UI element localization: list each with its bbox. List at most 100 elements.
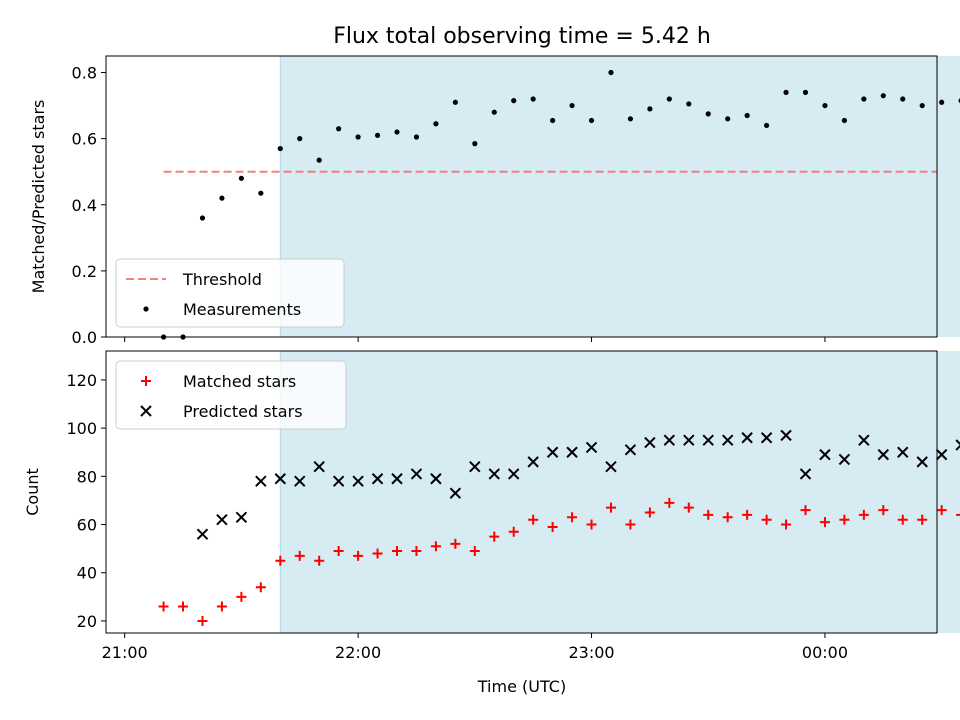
data-point	[585, 441, 598, 454]
x-tick-label: 21:00	[102, 643, 148, 662]
data-point	[955, 439, 960, 451]
chart-title: Flux total observing time = 5.42 h	[333, 24, 711, 49]
data-point	[469, 546, 480, 557]
data-point	[683, 502, 694, 513]
data-point	[219, 195, 225, 201]
legend-entry: Threshold	[126, 270, 262, 289]
y-axis-label: Count	[23, 468, 42, 516]
data-point	[294, 550, 305, 561]
y-tick-label: 120	[66, 371, 97, 390]
data-point	[761, 514, 772, 525]
y-tick-label: 60	[77, 516, 97, 535]
legend-label: Measurements	[183, 300, 301, 319]
data-point	[702, 434, 714, 446]
data-point	[819, 448, 831, 461]
data-point	[939, 99, 945, 105]
x-tick-label: 22:00	[335, 643, 381, 662]
data-point	[275, 555, 286, 566]
legend-label: Matched stars	[183, 372, 296, 391]
legend-entry: Matched stars	[141, 372, 296, 391]
data-point	[472, 141, 478, 147]
data-point	[527, 456, 539, 468]
data-point	[297, 136, 303, 142]
data-point	[372, 548, 383, 559]
legend: Matched stars Predicted stars	[115, 360, 347, 430]
data-point	[858, 509, 869, 520]
data-point	[452, 99, 458, 105]
data-point	[916, 456, 928, 468]
data-point	[508, 468, 520, 480]
data-point	[433, 121, 439, 127]
data-point	[352, 475, 364, 487]
data-point	[627, 116, 634, 122]
data-point	[197, 615, 208, 626]
data-point	[744, 112, 750, 119]
data-point	[355, 134, 361, 140]
data-point	[686, 101, 692, 107]
legend-entry: Measurements	[143, 300, 301, 319]
data-point	[624, 444, 637, 456]
data-point	[783, 89, 789, 95]
data-point	[236, 591, 247, 602]
data-point	[488, 468, 500, 480]
data-point	[858, 434, 870, 446]
observing-window-band	[280, 351, 960, 633]
data-point	[819, 517, 830, 528]
data-point	[644, 436, 656, 449]
data-point	[956, 513, 960, 516]
y-tick-label: 0.0	[72, 328, 97, 347]
data-point	[216, 514, 228, 526]
count-panel: 2040608010012021:0022:0023:0000:0001:000…	[23, 350, 960, 662]
data-point	[566, 446, 578, 458]
observing-window-band	[280, 56, 960, 337]
data-point	[799, 468, 812, 480]
data-point	[877, 448, 890, 461]
data-point	[294, 475, 306, 487]
legend-label: Threshold	[182, 270, 262, 289]
data-point	[258, 190, 264, 196]
data-point	[917, 514, 928, 525]
data-point	[332, 475, 345, 487]
series-measurements	[160, 69, 960, 340]
data-point	[336, 126, 342, 132]
data-point	[936, 505, 947, 516]
data-point	[861, 96, 867, 102]
data-point	[800, 505, 811, 516]
series-matched-stars	[158, 497, 960, 626]
x-tick-label: 23:00	[568, 643, 614, 662]
data-point	[838, 453, 851, 466]
data-point	[255, 582, 266, 593]
data-point	[703, 509, 714, 520]
data-point	[238, 175, 244, 181]
data-point	[316, 157, 322, 163]
data-point	[277, 145, 283, 152]
data-point	[411, 546, 422, 557]
data-point	[410, 468, 423, 480]
data-point	[449, 487, 462, 499]
legend-entry: Predicted stars	[140, 402, 303, 421]
data-point	[900, 96, 906, 102]
data-point	[780, 429, 792, 442]
data-point	[391, 473, 403, 485]
data-point	[781, 519, 792, 530]
legend-box	[115, 258, 345, 328]
data-point	[567, 512, 578, 523]
data-point	[178, 601, 189, 612]
legend-label: Predicted stars	[183, 402, 303, 421]
ratio-panel: 0.0 0.2 0.4 0.6 0.8 Matched/Predicted stars Th…	[29, 55, 960, 347]
y-tick-label: 0.4	[72, 196, 97, 215]
data-point	[511, 98, 517, 104]
legend: Threshold Measurements	[115, 258, 345, 328]
data-point	[841, 117, 848, 124]
data-point	[333, 546, 344, 557]
y-tick-label: 20	[77, 612, 97, 631]
data-point	[196, 528, 209, 540]
data-point	[569, 102, 575, 109]
data-point	[508, 526, 519, 537]
data-point	[314, 555, 325, 566]
data-point	[897, 514, 908, 525]
series-predicted-stars	[196, 429, 960, 540]
data-point	[586, 519, 597, 530]
data-point	[644, 507, 655, 518]
